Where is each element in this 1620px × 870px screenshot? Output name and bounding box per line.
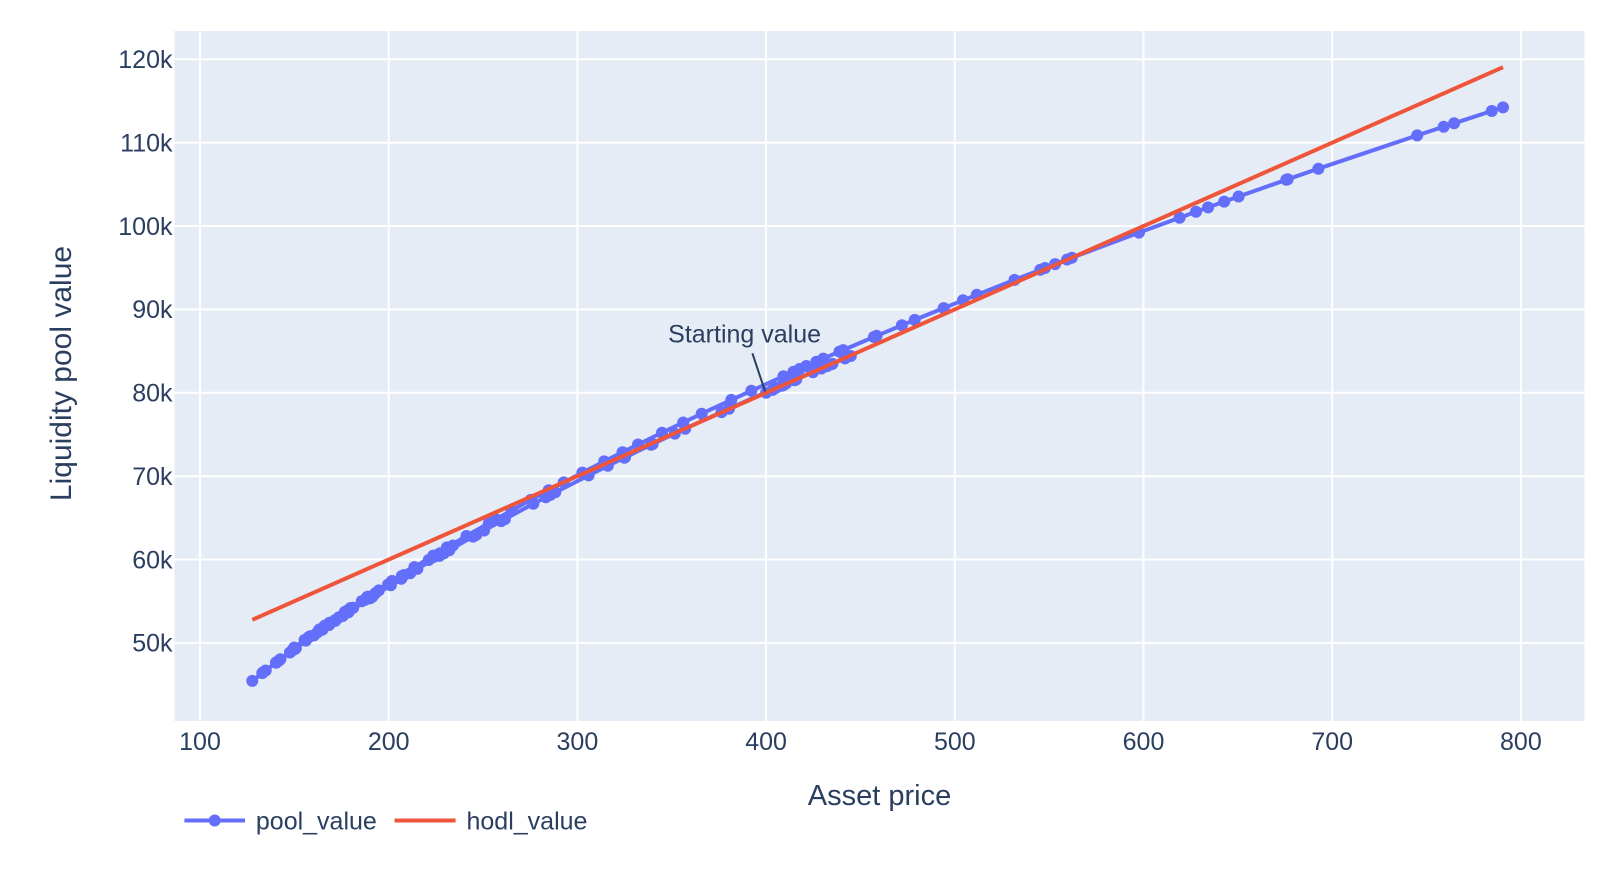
svg-text:70k: 70k	[132, 463, 173, 491]
svg-text:110k: 110k	[120, 130, 173, 158]
svg-text:100: 100	[179, 728, 221, 756]
svg-text:Starting value: Starting value	[668, 321, 821, 349]
svg-text:400: 400	[745, 728, 787, 756]
svg-text:120k: 120k	[118, 46, 173, 74]
svg-text:200: 200	[368, 728, 410, 756]
svg-text:50k: 50k	[132, 630, 173, 658]
svg-text:300: 300	[557, 728, 599, 756]
svg-text:60k: 60k	[132, 546, 173, 574]
svg-text:90k: 90k	[132, 296, 173, 324]
svg-text:Asset price: Asset price	[808, 780, 951, 812]
svg-text:600: 600	[1123, 728, 1165, 756]
svg-text:500: 500	[934, 728, 976, 756]
svg-text:800: 800	[1500, 728, 1542, 756]
svg-text:hodl_value: hodl_value	[467, 808, 588, 836]
svg-text:700: 700	[1311, 728, 1353, 756]
svg-text:Liquidity pool value: Liquidity pool value	[45, 246, 78, 501]
svg-text:80k: 80k	[132, 380, 173, 408]
svg-text:100k: 100k	[118, 213, 173, 241]
svg-text:pool_value: pool_value	[256, 808, 377, 836]
